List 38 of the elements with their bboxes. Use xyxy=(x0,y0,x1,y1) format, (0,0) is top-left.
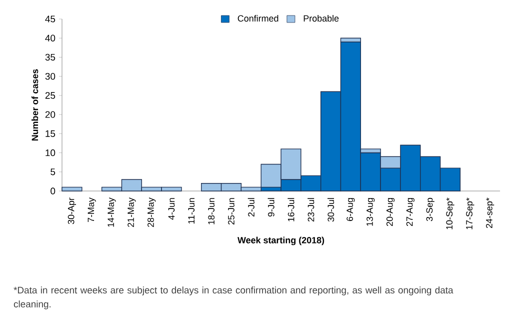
x-tick-label: 27-Aug xyxy=(406,198,414,226)
x-tick-label: 28-May xyxy=(148,198,156,227)
x-tick-label: 10-Sep* xyxy=(446,198,454,230)
x-tick-label: 13-Aug xyxy=(366,198,375,226)
x-axis-title: Week starting (2018) xyxy=(238,236,324,246)
y-tick-label: 10 xyxy=(46,149,56,156)
text: *Data in recent weeks are subject to delays in case confirmation and reporting, as well as ongoing data cleaning. xyxy=(14,286,454,310)
y-tick-label: 40 xyxy=(45,34,56,42)
x-tick-label: 11-Jun xyxy=(188,198,195,224)
y-tick-label: 5 xyxy=(50,168,56,176)
y-tick-label: 30 xyxy=(45,72,56,80)
y-axis-title: Number of cases xyxy=(32,69,38,141)
y-tick-label: 0 xyxy=(50,188,56,194)
x-tick-label: 24-sep* xyxy=(486,198,494,228)
x-tick-label: 25-Jun xyxy=(228,198,234,224)
x-tick-label: 21-May xyxy=(128,198,136,227)
y-tick-label: 25 xyxy=(45,92,56,99)
x-tick-label: 9-Jul xyxy=(268,198,274,217)
y-tick-label: 15 xyxy=(46,130,56,137)
bar xyxy=(62,186,82,192)
x-tick-label: 14-May xyxy=(108,198,116,227)
x-tick-label: 6-Aug xyxy=(346,198,355,221)
y-tick-label: 45 xyxy=(45,16,56,22)
x-tick-label: 7-May xyxy=(88,198,96,222)
x-tick-label: 2-Jul xyxy=(248,198,254,216)
x-tick-label: 17-Sep* xyxy=(466,198,474,230)
x-tick-label: 23-Jul xyxy=(308,198,314,222)
x-tick-label: 3-Sep xyxy=(426,198,434,222)
legend-label: Probable xyxy=(304,15,339,22)
x-tick-label: 20-Aug xyxy=(386,198,395,226)
x-tick-label: 16-Jul xyxy=(288,198,294,222)
x-tick-label: 4-Jun xyxy=(168,198,175,220)
x-tick-label: 30-Jul xyxy=(327,198,334,222)
legend-label: Confirmed xyxy=(238,15,278,22)
y-tick-label: 35 xyxy=(45,54,56,61)
x-tick-label: 18-Jun xyxy=(208,198,215,224)
y-tick-label: 20 xyxy=(45,111,56,118)
x-tick-label: 30-Apr xyxy=(68,198,76,224)
